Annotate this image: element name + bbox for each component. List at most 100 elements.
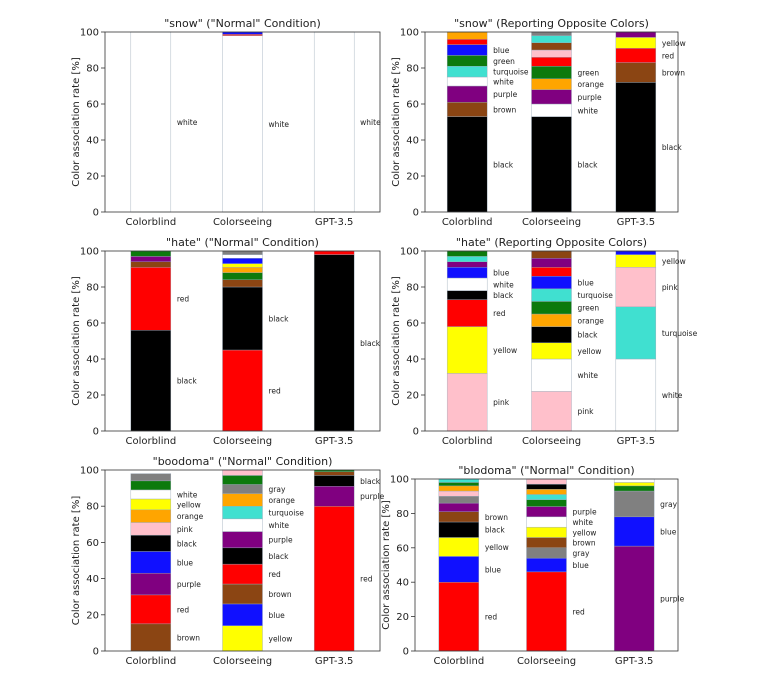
x-tick-label: GPT-3.5 [615,656,653,667]
bar-segment-orange [526,489,567,495]
bar-segment-yellow [615,254,657,268]
segment-label: gray [660,500,677,509]
y-tick-label: 60 [406,319,419,330]
y-tick-label: 20 [396,612,409,623]
x-tick-label: Colorblind [125,217,176,228]
bar-segment-blue [446,44,488,56]
bar-segment-blue [526,557,567,573]
segment-label: blue [269,611,286,620]
segment-label: green [578,69,600,78]
chart-panel-6: "bIodoma" ("Normal" Condition) Color asso… [381,464,685,667]
bar-segment-pink [615,267,657,308]
segment-label: blue [493,46,510,55]
bar-segment-purple [531,89,572,105]
segment-label: blue [573,561,590,570]
x-tick-label: Colorseeing [213,656,272,667]
bar-segment-turquoise [438,478,480,483]
bar-segment-orange [531,313,572,327]
chart-title: "bIodoma" ("Normal" Condition) [458,464,634,477]
segment-label: black [177,539,198,548]
bar-segment-red [531,267,572,277]
y-tick-label: 80 [86,502,99,513]
bar-segment-gray [222,250,263,255]
x-tick-label: Colorseeing [522,436,581,447]
bar-segment-green [222,475,263,485]
segment-label: purple [269,536,293,545]
bar-segment-purple [531,258,572,268]
bar-segment-gray [613,490,655,518]
segment-label: white [360,118,381,127]
y-tick-label: 40 [86,574,99,585]
bar-segment-orange [438,485,480,492]
plot-frame [414,478,679,652]
segment-label: orange [269,496,296,505]
segment-label: pink [662,283,679,292]
bar-segment-white [222,518,263,532]
segment-label: black [493,291,514,300]
bar-segment-orange [222,267,263,273]
y-axis-label: Color association rate [%] [391,57,402,187]
bar-segment-pink [531,391,572,432]
bar-segment-purple [313,486,355,507]
y-tick-label: 60 [396,543,409,554]
y-tick-label: 40 [406,136,419,147]
bar-segment-red [438,582,480,652]
bar-segment-purple [438,502,480,512]
bar-segment-black [446,116,488,213]
chart-title: "hate" ("Normal" Condition) [166,236,319,249]
segment-label: purple [573,508,597,517]
y-tick-label: 80 [396,509,409,520]
x-tick-label: GPT-3.5 [315,656,353,667]
segment-label: blue [177,558,194,567]
segment-label: blue [493,269,510,278]
plot-frame [104,31,381,213]
bar-segment-green [531,301,572,315]
bar-segment-white [446,76,488,87]
bar-segment-black [313,475,355,487]
bar-segment-blue [615,250,657,255]
segment-label: turquoise [578,291,614,300]
segment-label: purple [660,595,684,604]
bar-segment-black [531,326,572,344]
bar-segment-white [222,254,263,259]
y-tick-label: 40 [396,578,409,589]
bar-segment-purple [130,572,172,596]
segment-label: black [269,315,290,324]
bar-segment-pink [222,469,263,476]
bar-segment-red [446,39,488,45]
segment-label: red [360,575,373,584]
segment-label: turquoise [493,68,529,77]
segment-label: white [177,490,198,499]
bar-segment-black [615,82,657,213]
bar-segment-orange [222,493,263,507]
y-tick-label: 100 [400,28,419,39]
segment-label: red [493,309,506,318]
y-tick-label: 0 [413,427,419,438]
segment-label: blue [485,565,502,574]
bar-segment-red [313,506,355,652]
segment-label: white [269,120,290,129]
segment-label: gray [573,549,590,558]
bar-segment-purple [526,506,567,518]
bar-segment-red [313,250,355,255]
bar-segment-white [531,103,572,117]
segment-label: turquoise [269,509,305,518]
segment-label: white [573,518,594,527]
bar-segment-green [446,250,488,257]
segment-label: brown [269,590,292,599]
plot-frame [424,31,679,213]
y-axis-label: Color association rate [%] [381,500,392,630]
segment-label: black [177,377,198,386]
bar-segment-gray [438,496,480,504]
segment-label: pink [493,398,510,407]
bar-segment-blue [130,551,172,574]
bar-segment-green [613,485,655,492]
segment-label: yellow [662,257,686,266]
bar-segment-brown [531,42,572,51]
segment-label: green [578,304,600,313]
segment-label: pink [177,525,194,534]
bar-segment-purple [613,545,655,652]
chart-title: "snow" ("Normal" Condition) [164,17,321,30]
segment-label: black [493,160,514,169]
bar-segment-black [526,483,567,490]
